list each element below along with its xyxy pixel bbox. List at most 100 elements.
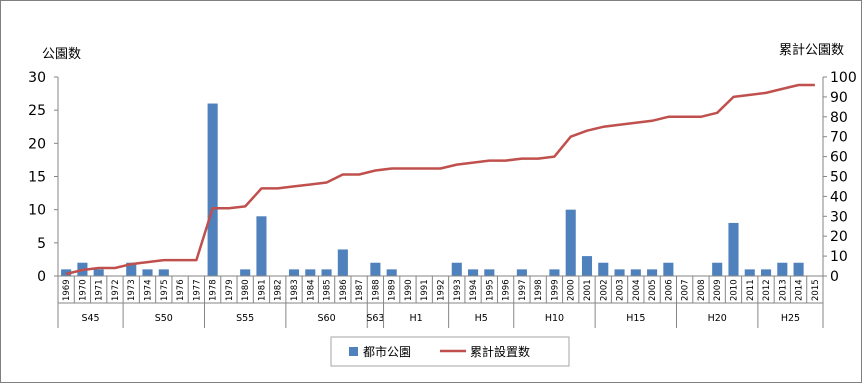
x-tick-label-1969: 1969	[62, 279, 72, 301]
x-tick-label-1993: 1993	[453, 279, 463, 301]
bar-1989	[386, 269, 397, 276]
bar-2011	[744, 269, 755, 276]
x-tick-label-2005: 2005	[648, 279, 658, 301]
era-label-H15: H15	[626, 313, 645, 324]
x-tick-label-1992: 1992	[437, 279, 447, 301]
x-tick-label-2000: 2000	[567, 279, 577, 301]
x-tick-label-1971: 1971	[95, 279, 105, 301]
left-tick-label: 25	[28, 103, 46, 119]
bar-1983	[288, 269, 300, 276]
legend: 都市公園 累計設置数	[330, 336, 570, 367]
x-tick-label-2014: 2014	[795, 279, 805, 301]
x-tick-label-1986: 1986	[339, 279, 349, 301]
right-tick-label: 80	[830, 110, 848, 126]
x-tick-label-1996: 1996	[502, 279, 512, 301]
x-tick-label-1995: 1995	[485, 279, 495, 301]
right-tick-label: 60	[830, 150, 848, 166]
bar-2009	[712, 262, 723, 276]
cumulative-line	[65, 83, 815, 276]
x-tick-label-1972: 1972	[111, 279, 121, 301]
x-tick-label-2011: 2011	[746, 279, 756, 301]
x-tick-label-2013: 2013	[778, 279, 788, 301]
x-tick-label-1977: 1977	[192, 279, 202, 301]
x-tick-label-1988: 1988	[371, 279, 381, 301]
x-tick-label-1979: 1979	[225, 279, 235, 301]
right-tick-label: 90	[830, 90, 848, 106]
x-tick-label-2008: 2008	[697, 279, 707, 301]
x-tick-label-2004: 2004	[632, 279, 642, 301]
bar-1999	[549, 269, 560, 276]
x-tick-label-1984: 1984	[306, 279, 316, 301]
bar-2004	[630, 269, 641, 276]
x-tick-label-1998: 1998	[534, 279, 544, 301]
right-tick-label: 0	[830, 269, 839, 285]
right-tick-label: 70	[830, 130, 848, 146]
bar-1971	[93, 269, 104, 276]
right-tick-label: 40	[830, 189, 848, 205]
x-tick-label-1982: 1982	[274, 279, 284, 301]
bar-1985	[321, 269, 332, 276]
bar-2013	[777, 262, 788, 276]
x-tick-label-2015: 2015	[811, 279, 821, 301]
era-label-H5: H5	[475, 313, 488, 324]
bar-1974	[142, 269, 153, 276]
left-tick-label: 15	[28, 170, 46, 186]
left-tick-label: 10	[28, 203, 46, 219]
left-tick-label: 30	[28, 70, 46, 86]
era-label-H1: H1	[409, 313, 422, 324]
x-tick-label-1975: 1975	[160, 279, 170, 301]
right-axis-title: 累計公園数	[779, 42, 844, 58]
x-tick-label-1985: 1985	[323, 279, 333, 301]
x-tick-label-2003: 2003	[616, 279, 626, 301]
bar-2010	[728, 222, 739, 276]
right-tick-label: 100	[830, 70, 857, 86]
bar-2000	[565, 209, 576, 276]
x-tick-label-1970: 1970	[78, 279, 88, 301]
bar-2014	[793, 262, 804, 276]
era-label-S50: S50	[155, 313, 173, 324]
legend-line-label: 累計設置数	[470, 344, 530, 359]
x-tick-label-1974: 1974	[144, 279, 154, 301]
era-label-S60: S60	[318, 313, 336, 324]
bar-1995	[484, 269, 495, 276]
bar-1993	[451, 262, 462, 276]
x-tick-label-1978: 1978	[209, 279, 219, 301]
x-tick-label-2006: 2006	[664, 279, 674, 301]
era-label-H20: H20	[708, 313, 727, 324]
bar-1969	[61, 269, 72, 276]
x-tick-label-1976: 1976	[176, 279, 186, 301]
bar-1975	[158, 269, 169, 276]
bar-1986	[337, 249, 348, 276]
x-tick-label-1981: 1981	[257, 279, 267, 301]
x-tick-label-1983: 1983	[290, 279, 300, 301]
left-tick-label: 20	[28, 136, 46, 152]
right-tick-label: 20	[830, 229, 848, 245]
right-tick-label: 10	[830, 249, 848, 265]
x-tick-label-1994: 1994	[469, 279, 479, 301]
bar-1984	[305, 269, 316, 276]
bar-series	[61, 103, 804, 277]
left-tick-label: 0	[37, 269, 46, 285]
x-tick-label-1999: 1999	[550, 279, 560, 301]
era-label-S45: S45	[81, 313, 99, 324]
bar-1988	[370, 262, 381, 276]
era-label-H25: H25	[781, 313, 800, 324]
line-series	[65, 83, 815, 276]
right-axis: 0 10 20 30 40 50 60 70 80 90 100	[822, 70, 857, 285]
era-label-S55: S55	[236, 313, 254, 324]
left-axis: 0 5 10 15 20 25 30	[28, 70, 59, 285]
era-label-S63: S63	[366, 313, 384, 324]
left-tick-label: 5	[37, 236, 46, 252]
legend-bar-label: 都市公園	[363, 344, 411, 359]
bar-2005	[647, 269, 658, 276]
x-tick-label-1980: 1980	[241, 279, 251, 301]
x-tick-label-1973: 1973	[127, 279, 137, 301]
x-tick-label-2002: 2002	[599, 279, 609, 301]
bar-1978	[207, 103, 218, 277]
x-tick-label-1989: 1989	[388, 279, 398, 301]
bar-1981	[256, 216, 267, 276]
bar-1973	[126, 262, 137, 276]
bar-2012	[760, 269, 772, 276]
